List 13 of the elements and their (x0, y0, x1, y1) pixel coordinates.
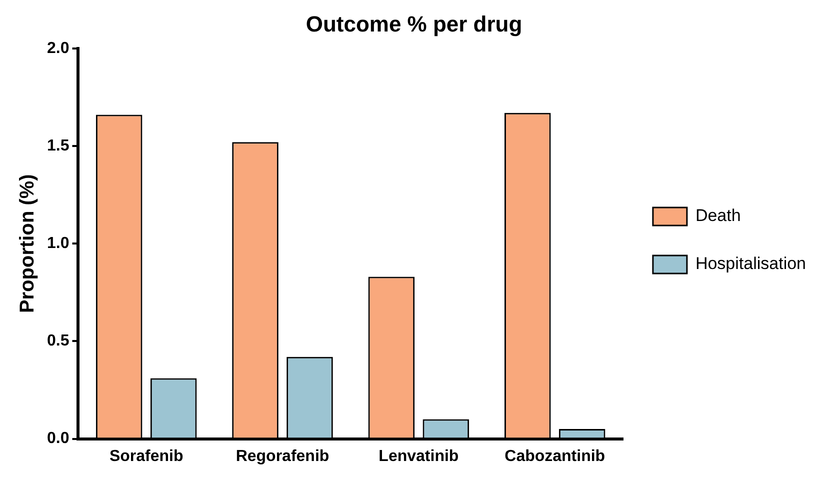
legend-label: Death (695, 206, 741, 226)
x-tick-label: Sorafenib (109, 448, 184, 465)
y-axis-title: Proportion (%) (16, 174, 39, 314)
y-tick-label: 2.0 (46, 40, 70, 57)
y-tick-label: 0.0 (46, 430, 70, 448)
x-tick-label: Cabozantinib (504, 448, 606, 465)
x-tick-label: Lenvatinib (378, 448, 459, 465)
x-tick-label: Regorafenib (236, 448, 330, 465)
y-tick-label: 1.5 (46, 137, 70, 154)
chart-title: Outcome % per drug (306, 11, 522, 36)
y-tick-label: 1.0 (46, 235, 70, 252)
y-tick-label: 0.5 (46, 332, 70, 350)
legend-label: Hospitalisation (695, 254, 806, 274)
